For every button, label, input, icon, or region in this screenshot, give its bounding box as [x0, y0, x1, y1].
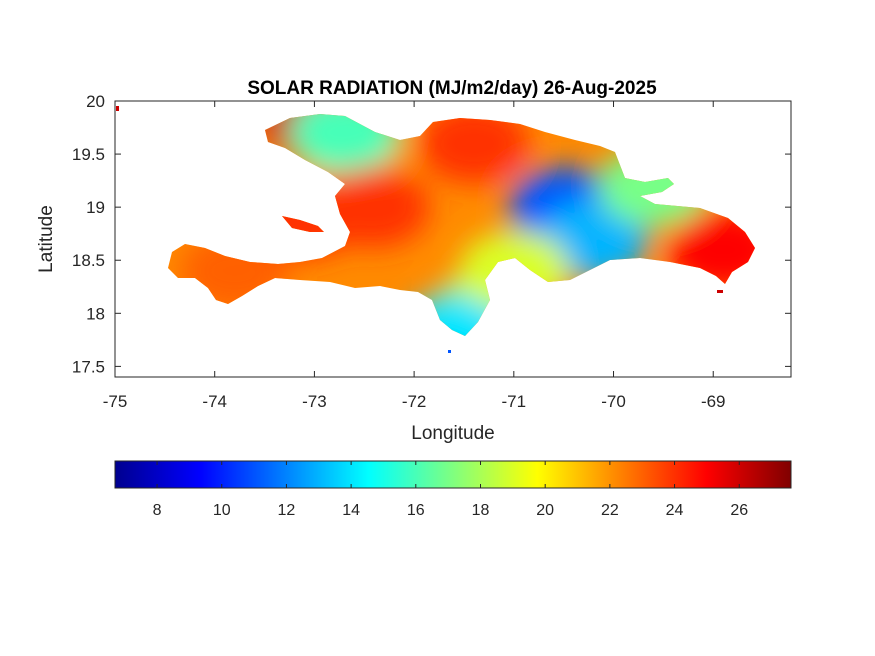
heat-region-tortuga-channel [289, 114, 400, 173]
x-tick-label: -74 [202, 392, 227, 411]
colorbar [114, 460, 792, 489]
y-tick-label: 19.5 [72, 145, 105, 164]
colorbar-ticks: 8 10 12 14 16 18 20 22 24 26 [153, 461, 748, 519]
colorbar-tick-label: 10 [213, 502, 231, 519]
x-tick-label: -72 [402, 392, 427, 411]
y-tick-label: 18.5 [72, 251, 105, 270]
y-tick-label: 17.5 [72, 357, 105, 376]
colorbar-tick-label: 18 [472, 502, 490, 519]
colorbar-tick-label: 24 [666, 502, 684, 519]
axes-box [114, 100, 792, 378]
y-axis-label: Latitude [36, 205, 57, 273]
island-speck-east [717, 290, 723, 293]
y-tick-label: 19 [86, 198, 105, 217]
y-tick-label: 18 [86, 304, 105, 323]
heat-region-north-dr [418, 114, 529, 184]
chart-title: SOLAR RADIATION (MJ/m2/day) 26-Aug-2025 [247, 78, 657, 99]
colorbar-tick-label: 26 [730, 502, 748, 519]
colorbar-tick-label: 14 [342, 502, 360, 519]
x-tick-label: -70 [601, 392, 626, 411]
x-tick-label: -73 [302, 392, 327, 411]
x-axis: -75 -74 -73 -72 -71 -70 -69 [103, 101, 726, 411]
y-axis: 17.5 18 18.5 19 19.5 20 [72, 92, 791, 376]
colorbar-tick-label: 20 [536, 502, 554, 519]
x-axis-label: Longitude [411, 423, 494, 444]
x-tick-label: -75 [103, 392, 128, 411]
island-speck [448, 350, 451, 353]
x-tick-label: -71 [502, 392, 527, 411]
colorbar-tick-label: 12 [278, 502, 296, 519]
y-tick-label: 20 [86, 92, 105, 111]
colorbar-tick-label: 16 [407, 502, 425, 519]
colorbar-tick-label: 22 [601, 502, 619, 519]
x-tick-label: -69 [701, 392, 726, 411]
colorbar-tick-label: 8 [153, 502, 162, 519]
edge-speck [116, 106, 119, 111]
